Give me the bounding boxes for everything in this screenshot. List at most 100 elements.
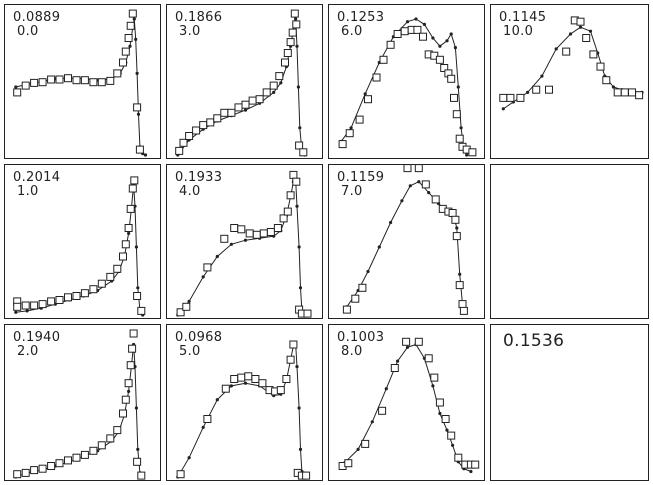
panel-10-plot: [491, 165, 650, 320]
curve-point: [279, 81, 283, 85]
curve-point: [526, 90, 530, 94]
curve-point: [431, 384, 435, 388]
data-marker: [234, 103, 243, 112]
data-marker: [213, 114, 222, 123]
data-marker: [452, 232, 461, 241]
data-marker: [262, 88, 271, 97]
curve-point: [438, 44, 442, 48]
data-marker: [137, 306, 146, 315]
data-marker: [440, 64, 449, 72]
curve-point: [272, 90, 276, 94]
data-marker: [582, 34, 591, 42]
data-marker: [133, 292, 142, 300]
data-marker: [30, 78, 39, 87]
curve-point: [295, 204, 299, 208]
data-marker: [230, 375, 239, 383]
panel-5-value: 0.0968: [175, 330, 223, 345]
panel-8-plot: [338, 337, 480, 474]
panel-8: 0.1003 8.0: [328, 324, 485, 481]
curve-point: [297, 406, 301, 410]
data-marker: [451, 215, 460, 224]
panel-2-value: 0.1940: [13, 330, 61, 345]
curve-point: [127, 231, 131, 235]
panel-5-param: 5.0: [179, 344, 201, 359]
data-marker: [89, 285, 98, 294]
data-marker: [276, 386, 285, 395]
curve-point: [445, 39, 449, 43]
panel-6-plot: [338, 17, 477, 157]
data-marker: [455, 134, 464, 143]
data-marker: [459, 306, 468, 315]
panel-0-value: 0.0889: [13, 10, 61, 25]
panel-7-param: 7.0: [341, 184, 363, 199]
data-marker: [119, 409, 127, 418]
data-marker: [133, 103, 142, 112]
data-marker: [576, 17, 585, 26]
curve-point: [349, 126, 353, 130]
panel-6: 0.1253 6.0: [328, 4, 485, 159]
data-marker: [227, 108, 236, 117]
data-marker: [402, 337, 411, 346]
panel-10: [490, 164, 649, 319]
data-marker: [192, 126, 201, 135]
curve-point: [229, 242, 233, 246]
curve-point: [540, 74, 544, 78]
data-marker: [220, 108, 229, 117]
curve-point: [389, 220, 393, 225]
data-marker: [119, 252, 127, 261]
data-marker: [361, 439, 370, 448]
data-marker: [221, 384, 230, 393]
curve-point: [438, 411, 442, 416]
panel-4-value: 0.1933: [175, 170, 223, 185]
curve-point: [215, 398, 219, 402]
panel-3: 0.1866 3.0: [166, 4, 323, 159]
data-marker: [248, 96, 257, 105]
data-marker: [345, 129, 354, 138]
data-marker: [414, 337, 423, 346]
data-marker: [64, 293, 72, 302]
data-marker: [121, 395, 130, 404]
data-marker: [596, 62, 605, 71]
data-marker: [545, 85, 553, 94]
data-marker: [21, 301, 30, 310]
data-marker: [21, 81, 30, 90]
curve-point: [377, 245, 381, 249]
data-marker: [562, 47, 571, 56]
data-marker: [499, 93, 508, 102]
data-marker: [602, 76, 611, 85]
curve-point: [455, 226, 459, 230]
curve-point: [405, 345, 410, 349]
data-marker: [206, 118, 215, 127]
curve-point: [134, 37, 138, 42]
data-marker: [106, 272, 115, 281]
data-marker: [424, 354, 433, 363]
data-marker: [72, 292, 81, 300]
panel-5-plot: [176, 340, 311, 480]
data-marker: [378, 406, 387, 415]
data-marker: [185, 132, 194, 140]
panel-4-plot: [176, 170, 312, 318]
data-marker: [292, 20, 301, 29]
curve-point: [370, 420, 374, 424]
data-marker: [13, 88, 22, 97]
data-marker: [448, 209, 457, 217]
data-marker: [55, 75, 64, 84]
curve-point: [588, 29, 593, 33]
curve-point: [295, 365, 299, 369]
data-marker: [244, 372, 253, 381]
data-marker: [47, 75, 56, 84]
data-marker: [468, 148, 477, 157]
data-marker: [106, 76, 115, 85]
curve-point: [229, 384, 233, 388]
data-marker: [255, 95, 264, 104]
data-marker: [135, 145, 144, 154]
panel-6-value: 0.1253: [337, 10, 385, 25]
data-marker: [203, 263, 212, 272]
data-marker: [613, 88, 622, 97]
data-marker: [454, 453, 463, 462]
panel-11: 0.1536: [490, 324, 649, 481]
data-marker: [179, 138, 188, 147]
data-marker: [400, 27, 409, 36]
curve-point: [136, 447, 140, 451]
curve-point: [449, 32, 453, 36]
